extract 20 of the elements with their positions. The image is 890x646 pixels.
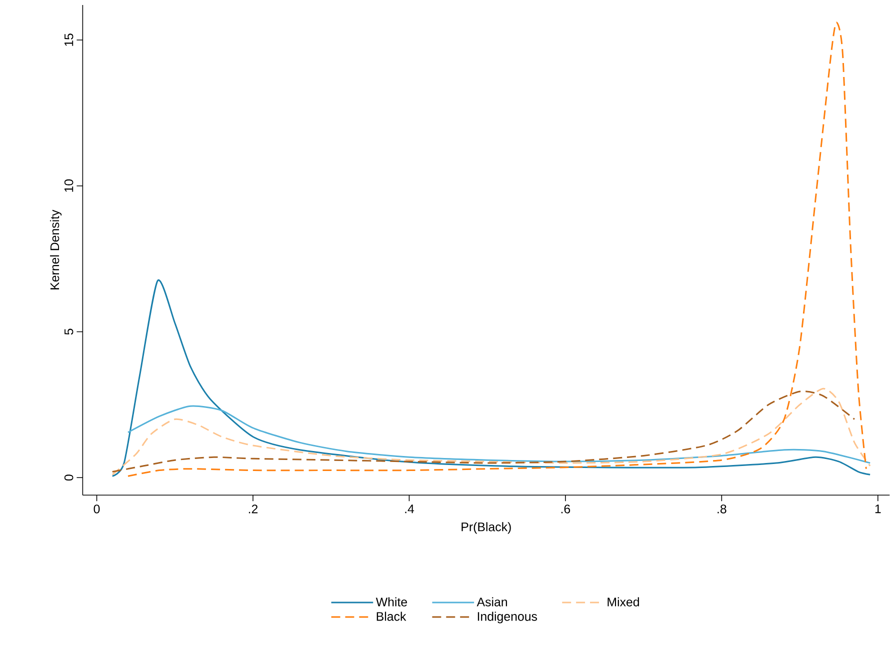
x-tick-label: 1 [875, 504, 881, 514]
legend-label: White [376, 598, 407, 607]
line-series [127, 22, 867, 478]
legend-label: Black [376, 612, 406, 622]
y-tick-label: 10 [64, 180, 74, 192]
x-axis-title: Pr(Black) [462, 522, 511, 534]
y-tick-label: 5 [64, 329, 74, 335]
x-tick-label: .4 [405, 504, 414, 514]
x-tick-label: 0 [94, 504, 100, 514]
x-tick-label: .2 [248, 504, 258, 514]
y-tick-label: 15 [64, 34, 74, 46]
y-tick-label: 0 [64, 474, 74, 481]
legend-label: Mixed [608, 598, 639, 607]
x-tick-label: .6 [561, 504, 570, 514]
legend-label: Asian [476, 598, 507, 607]
line-series [127, 406, 871, 464]
legend-label: Indigenous [478, 612, 538, 624]
x-tick-label: .8 [718, 504, 726, 514]
y-axis-title: Kernel Density [50, 210, 62, 290]
line-series [112, 280, 871, 478]
